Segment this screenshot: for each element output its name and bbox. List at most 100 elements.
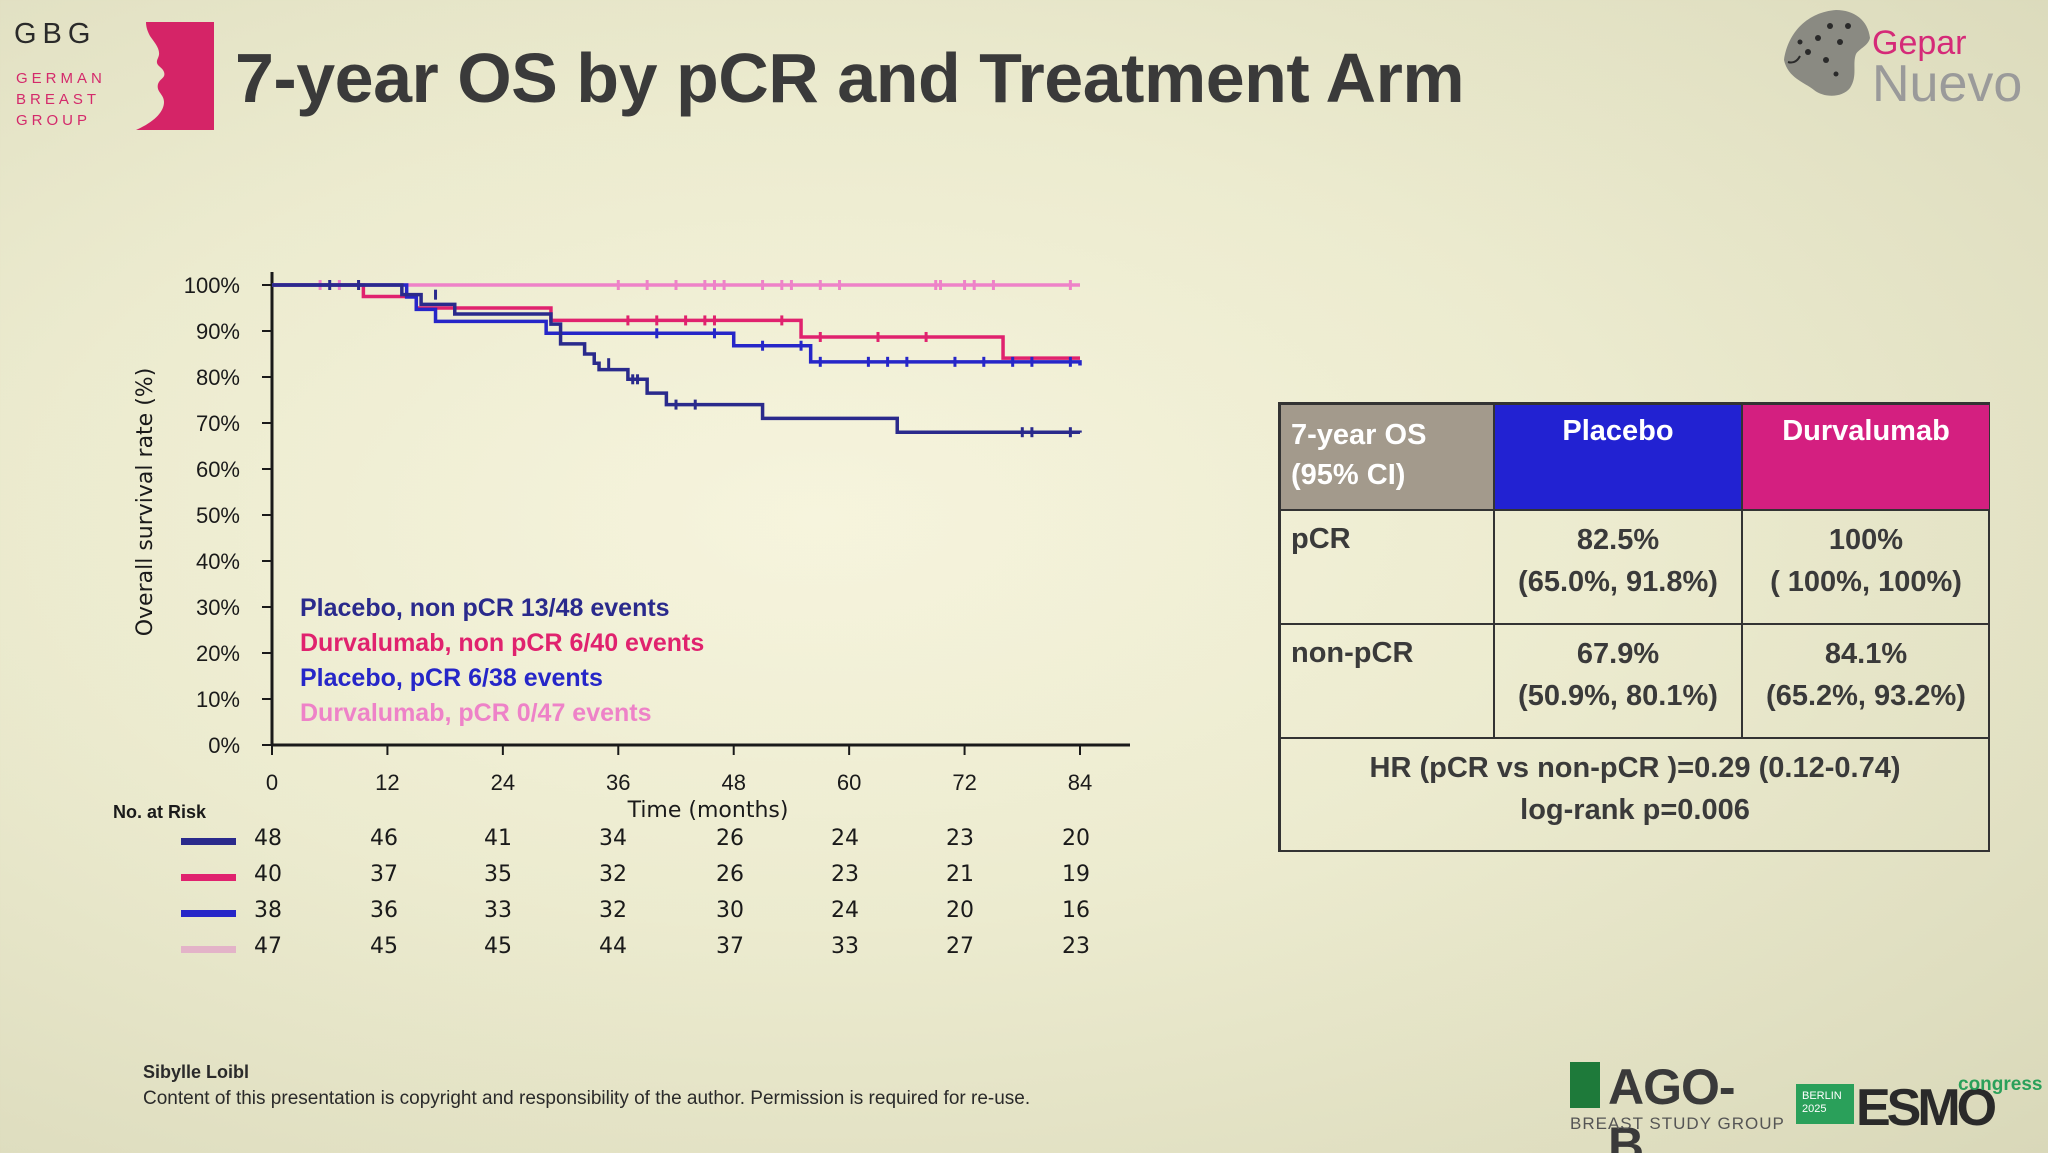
risk-value: 33 [831,934,859,959]
risk-value: 26 [716,862,744,887]
gbg-logo-line3: GROUP [16,112,92,129]
risk-value: 20 [1062,826,1090,851]
risk-value: 45 [370,934,398,959]
km-curve [272,283,1082,366]
os-table-footer: HR (pCR vs non-pCR )=0.29 (0.12-0.74) lo… [1280,738,1990,852]
risk-value: 37 [370,862,398,887]
risk-row-swatch [181,946,236,953]
gbg-logo-line1: GERMAN [16,70,106,87]
x-axis-title: Time (months) [627,798,789,823]
x-tick-label: 48 [721,770,745,795]
risk-value: 34 [599,826,627,851]
x-tick-label: 24 [491,770,515,795]
risk-value: 19 [1062,862,1090,887]
risk-value: 23 [831,862,859,887]
risk-value: 41 [484,826,512,851]
os-table-row-label-pcr: pCR [1280,510,1494,624]
y-tick-label: 10% [196,687,240,712]
ago-mark-icon [1570,1062,1600,1108]
os-table-header-label: 7-year OS (95% CI) [1280,404,1494,510]
risk-value: 27 [946,934,974,959]
os-table-row-label-non-pcr: non-pCR [1280,624,1494,738]
y-tick-label: 30% [196,595,240,620]
os-ci: (50.9%, 80.1%) [1518,680,1718,712]
gbg-logo-line2: BREAST [16,91,101,108]
os-table-cell-non-pcr-placebo: 67.9% (50.9%, 80.1%) [1494,624,1742,738]
risk-value: 26 [716,826,744,851]
risk-value: 48 [254,826,282,851]
x-tick-label: 12 [375,770,399,795]
y-axis-title: Overall survival rate (%) [133,368,158,637]
gbg-logo-abbr: GBG [14,18,97,50]
km-curve [272,283,1082,434]
risk-value: 36 [370,898,398,923]
risk-row-swatch [181,910,236,917]
y-tick-label: 90% [196,319,240,344]
risk-value: 35 [484,862,512,887]
risk-value: 32 [599,862,627,887]
risk-value: 32 [599,898,627,923]
y-tick-label: 20% [196,641,240,666]
risk-table-title: No. at Risk [113,802,207,822]
ago-logo-sub: BREAST STUDY GROUP [1570,1114,1785,1133]
y-tick-label: 60% [196,457,240,482]
page-title: 7-year OS by pCR and Treatment Arm [235,39,1465,117]
os-table-cell-pcr-placebo: 82.5% (65.0%, 91.8%) [1494,510,1742,624]
km-series-1 [272,283,1080,360]
risk-value: 16 [1062,898,1090,923]
risk-value: 47 [254,934,282,959]
risk-value: 40 [254,862,282,887]
legend-durvalumab-non-pcr: Durvalumab, non pCR 6/40 events [300,629,705,657]
os-ci: ( 100%, 100%) [1770,566,1962,598]
x-tick-label: 36 [606,770,630,795]
risk-row: 40 37 35 32 26 23 21 19 [0,862,1150,892]
risk-value: 24 [831,898,859,923]
y-tick-label: 70% [196,411,240,436]
esmo-congress: congress [1958,1074,2043,1095]
risk-value: 30 [716,898,744,923]
km-series-2 [272,283,1082,367]
y-tick-label: 40% [196,549,240,574]
gepar-logo-bottom: Nuevo [1872,55,2023,113]
esmo-logo: BERLIN 2025 ESMO congress [1796,1070,2043,1137]
os-ci: (65.0%, 91.8%) [1518,566,1718,598]
risk-row-swatch [181,874,236,881]
risk-value: 20 [946,898,974,923]
risk-value: 23 [1062,934,1090,959]
gepar-nuevo-logo: Gepar Nuevo [1778,2,2028,113]
hazard-ratio: HR (pCR vs non-pCR )=0.29 (0.12-0.74) [1369,752,1901,784]
legend-placebo-non-pcr: Placebo, non pCR 13/48 events [300,594,670,622]
legend-durvalumab-pcr: Durvalumab, pCR 0/47 events [300,699,652,727]
ago-logo-name: AGO-B [1608,1059,1736,1153]
esmo-city: BERLIN [1802,1090,1842,1102]
risk-value: 33 [484,898,512,923]
risk-row: 38 36 33 32 30 24 20 16 [0,898,1150,928]
os-table-header-placebo: Placebo [1494,404,1742,510]
risk-row-swatch [181,838,236,845]
esmo-city-box: BERLIN 2025 [1796,1084,1854,1124]
os-table-header-label-text: 7-year OS (95% CI) [1291,419,1427,491]
km-series-0 [272,280,1082,438]
x-tick-label: 60 [837,770,861,795]
cheetah-icon [1784,10,1870,96]
footer-author: Sibylle Loibl [143,1062,250,1082]
legend-placebo-pcr: Placebo, pCR 6/38 events [300,664,603,692]
esmo-name: ESMO [1856,1079,1997,1137]
risk-value: 46 [370,826,398,851]
x-tick-label: 0 [266,770,278,795]
y-tick-label: 100% [184,273,240,298]
chart-series-layer [272,280,1082,438]
chart-axes: 0% 10% 20% 30% 40% 50% 60% 70% 80% 90% 100% 0 12 24 36… [184,272,1130,795]
risk-value: 21 [946,862,974,887]
km-curve [272,283,1080,360]
os-value: 82.5% [1576,524,1660,556]
os-table-cell-pcr-durvalumab: 100% ( 100%, 100%) [1742,510,1990,624]
risk-row: 48 46 41 34 26 24 23 20 [0,826,1150,856]
y-tick-label: 0% [208,733,240,758]
os-value: 84.1% [1824,638,1908,670]
risk-value: 37 [716,934,744,959]
risk-value: 23 [946,826,974,851]
log-rank-p: log-rank p=0.006 [1520,794,1750,826]
esmo-year: 2025 [1802,1103,1827,1115]
